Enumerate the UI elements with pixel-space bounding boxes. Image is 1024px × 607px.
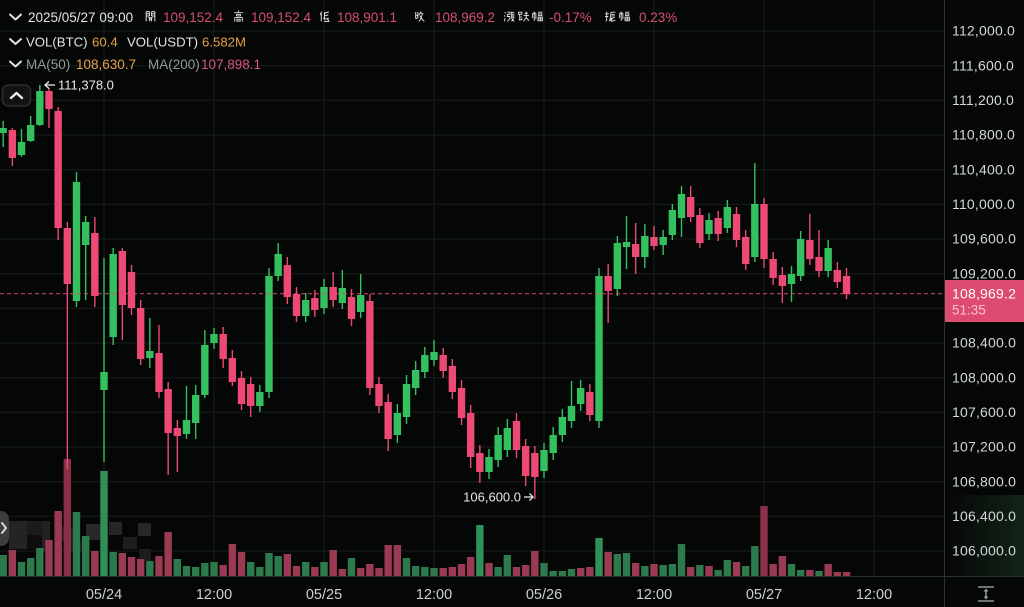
svg-text:MA(50): MA(50) <box>26 57 70 72</box>
svg-text:VOL(USDT): VOL(USDT) <box>127 35 198 50</box>
svg-text:110,000.0: 110,000.0 <box>952 196 1015 212</box>
svg-text:106,400.0: 106,400.0 <box>952 508 1016 524</box>
svg-text:12:00: 12:00 <box>856 587 892 603</box>
svg-text:106,600.0: 106,600.0 <box>463 490 521 505</box>
svg-text:108,630.7: 108,630.7 <box>76 57 136 72</box>
svg-text:12:00: 12:00 <box>416 587 452 603</box>
svg-text:108,969.2: 108,969.2 <box>952 286 1016 302</box>
svg-text:6.582M: 6.582M <box>202 35 246 50</box>
svg-text:112,000.0: 112,000.0 <box>952 23 1015 39</box>
svg-text:107,200.0: 107,200.0 <box>952 439 1016 455</box>
svg-text:107,600.0: 107,600.0 <box>952 404 1016 420</box>
svg-text:51:35: 51:35 <box>952 303 986 318</box>
svg-text:0.23%: 0.23% <box>639 10 677 25</box>
svg-text:111,200.0: 111,200.0 <box>952 92 1014 108</box>
svg-text:-0.17%: -0.17% <box>549 10 592 25</box>
svg-text:109,200.0: 109,200.0 <box>952 265 1016 281</box>
svg-text:108,400.0: 108,400.0 <box>952 335 1016 351</box>
svg-text:109,152.4: 109,152.4 <box>163 10 224 25</box>
svg-text:60.4: 60.4 <box>92 35 118 50</box>
svg-text:110,400.0: 110,400.0 <box>952 161 1015 177</box>
svg-text:2025/05/27 09:00: 2025/05/27 09:00 <box>28 10 133 25</box>
svg-text:110,800.0: 110,800.0 <box>952 127 1015 143</box>
svg-text:108,969.2: 108,969.2 <box>435 10 495 25</box>
svg-text:05/27: 05/27 <box>746 587 782 603</box>
svg-text:108,000.0: 108,000.0 <box>952 369 1016 385</box>
svg-text:MA(200): MA(200) <box>148 57 200 72</box>
svg-text:109,152.4: 109,152.4 <box>251 10 312 25</box>
svg-text:12:00: 12:00 <box>196 587 232 603</box>
svg-text:05/25: 05/25 <box>306 587 342 603</box>
svg-text:107,898.1: 107,898.1 <box>201 57 261 72</box>
svg-text:111,600.0: 111,600.0 <box>952 57 1014 73</box>
svg-text:111,378.0: 111,378.0 <box>58 78 114 93</box>
svg-text:109,600.0: 109,600.0 <box>952 231 1016 247</box>
svg-text:108,901.1: 108,901.1 <box>337 10 397 25</box>
svg-text:05/26: 05/26 <box>526 587 562 603</box>
svg-text:VOL(BTC): VOL(BTC) <box>26 35 88 50</box>
svg-text:106,800.0: 106,800.0 <box>952 473 1016 489</box>
svg-text:05/24: 05/24 <box>86 587 122 603</box>
svg-text:12:00: 12:00 <box>636 587 672 603</box>
svg-text:106,000.0: 106,000.0 <box>952 543 1016 559</box>
